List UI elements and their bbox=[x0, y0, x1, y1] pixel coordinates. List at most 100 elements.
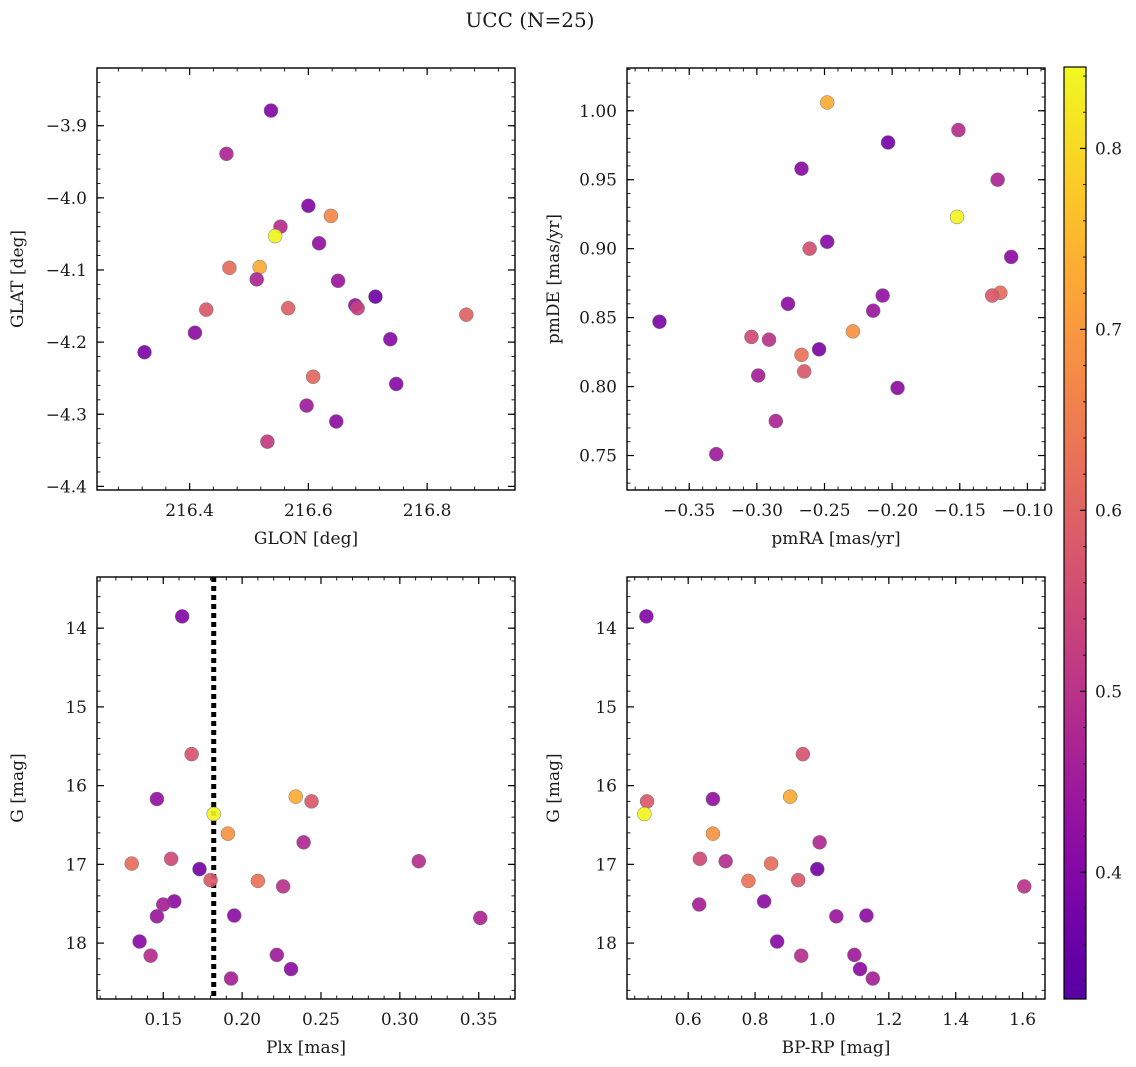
y-tick-label: −4.0 bbox=[46, 189, 87, 209]
y-tick-label: 15 bbox=[65, 698, 87, 718]
data-point bbox=[263, 103, 279, 118]
data-point bbox=[163, 851, 179, 867]
data-point bbox=[260, 434, 275, 449]
points-plx-g bbox=[124, 609, 488, 986]
data-point bbox=[288, 789, 303, 804]
data-point bbox=[137, 344, 152, 360]
data-point bbox=[220, 826, 236, 841]
panel-glon-glat: 216.4 216.6 216.8 −4.4 −4.3 −4.2 −4.1 −4.0 −3.9 G… bbox=[8, 67, 516, 549]
data-point bbox=[206, 806, 221, 822]
y-axis-label: G [mag] bbox=[8, 753, 28, 822]
data-point bbox=[709, 446, 724, 462]
data-point bbox=[819, 95, 835, 110]
data-point bbox=[249, 272, 264, 287]
data-point bbox=[311, 236, 327, 251]
y-tick-label: 0.75 bbox=[579, 447, 617, 467]
x-tick-label: −0.10 bbox=[1001, 501, 1053, 521]
y-tick-label: 15 bbox=[595, 698, 617, 718]
data-point bbox=[652, 314, 667, 330]
data-point bbox=[383, 331, 398, 347]
data-point bbox=[847, 947, 862, 963]
data-point bbox=[802, 241, 817, 256]
data-point bbox=[865, 303, 881, 318]
y-tick-label: 0.85 bbox=[579, 309, 617, 329]
data-point bbox=[187, 325, 203, 340]
data-point bbox=[203, 872, 218, 888]
x-tick-label: 216.8 bbox=[403, 501, 452, 521]
data-point bbox=[794, 161, 809, 176]
y-axis-label: pmDE [mas/yr] bbox=[544, 214, 564, 344]
data-point bbox=[768, 413, 784, 429]
x-tick-label: −0.20 bbox=[866, 501, 918, 521]
data-point bbox=[143, 948, 158, 963]
data-point bbox=[252, 259, 267, 275]
data-point bbox=[859, 908, 874, 923]
y-tick-label: 16 bbox=[65, 777, 87, 797]
y-tick-label: 0.80 bbox=[579, 378, 617, 398]
data-point bbox=[226, 908, 242, 923]
x-tick-label: 0.25 bbox=[302, 1010, 340, 1030]
data-point bbox=[705, 826, 721, 841]
data-point bbox=[639, 794, 655, 809]
colorbar-tick-label: 0.5 bbox=[1095, 682, 1122, 702]
x-tick-label: 216.6 bbox=[284, 501, 333, 521]
data-point bbox=[639, 609, 654, 624]
x-tick-label: 0.6 bbox=[675, 1010, 702, 1030]
panel-frame bbox=[626, 67, 1046, 491]
data-point bbox=[304, 794, 319, 809]
y-tick-label: 17 bbox=[65, 855, 87, 875]
data-point bbox=[368, 289, 383, 304]
data-point bbox=[744, 329, 759, 345]
y-tick-label: 17 bbox=[595, 855, 617, 875]
data-point bbox=[1017, 879, 1032, 894]
colorbar-tick-label: 0.7 bbox=[1095, 320, 1122, 340]
y-tick-label: 1.00 bbox=[579, 102, 617, 122]
data-point bbox=[845, 324, 861, 339]
data-point bbox=[296, 835, 311, 850]
x-tick-label: 0.30 bbox=[381, 1010, 419, 1030]
data-point bbox=[184, 746, 199, 762]
colorbar: 0.4 0.5 0.6 0.7 0.8 bbox=[1063, 66, 1122, 1000]
data-point bbox=[761, 332, 777, 347]
panel-frame bbox=[96, 67, 516, 491]
data-point bbox=[951, 122, 966, 138]
x-tick-label: 0.20 bbox=[223, 1010, 261, 1030]
y-tick-label: 18 bbox=[65, 934, 87, 954]
x-axis-label: pmRA [mas/yr] bbox=[771, 529, 900, 549]
data-point bbox=[305, 369, 321, 384]
data-point bbox=[223, 971, 239, 986]
panels: 216.4 216.6 216.8 −4.4 −4.3 −4.2 −4.1 −4.0 −3.9 G… bbox=[8, 67, 1053, 1058]
data-point bbox=[990, 172, 1005, 187]
y-tick-label: 16 bbox=[595, 777, 617, 797]
data-point bbox=[267, 228, 283, 244]
colorbar-gradient bbox=[1063, 66, 1087, 1000]
data-point bbox=[741, 873, 756, 889]
x-tick-label: −0.30 bbox=[731, 501, 783, 521]
data-point bbox=[782, 789, 798, 804]
y-axis-label: GLAT [deg] bbox=[8, 230, 28, 328]
panel-plx-g: 0.15 0.20 0.25 0.30 0.35 14 15 16 17 18 Plx [mas] G… bbox=[8, 576, 516, 1058]
data-point bbox=[219, 146, 234, 162]
y-axis-label: G [mag] bbox=[544, 753, 564, 822]
y-tick-label: −3.9 bbox=[46, 117, 87, 137]
data-point bbox=[389, 376, 404, 392]
data-point bbox=[149, 791, 165, 807]
x-axis-label: Plx [mas] bbox=[266, 1038, 346, 1058]
data-point bbox=[323, 208, 339, 224]
data-point bbox=[280, 300, 296, 316]
points-pmra-pmde bbox=[652, 95, 1019, 462]
x-tick-label: 0.15 bbox=[144, 1010, 182, 1030]
x-tick-label: 1.4 bbox=[942, 1010, 969, 1030]
data-point bbox=[637, 806, 652, 822]
data-point bbox=[949, 209, 965, 225]
panel-bprp-g: 0.6 0.8 1.0 1.2 1.4 1.6 14 15 16 17 18 BP-RP [mag] G… bbox=[544, 576, 1046, 1058]
data-point bbox=[330, 273, 346, 289]
x-tick-label: 1.6 bbox=[1009, 1010, 1036, 1030]
data-point bbox=[750, 368, 766, 383]
data-point bbox=[250, 873, 266, 889]
y-tick-label: −4.4 bbox=[46, 477, 87, 497]
data-point bbox=[811, 342, 827, 357]
data-point bbox=[890, 380, 905, 396]
data-point bbox=[299, 398, 314, 413]
x-tick-label: −0.35 bbox=[663, 501, 715, 521]
